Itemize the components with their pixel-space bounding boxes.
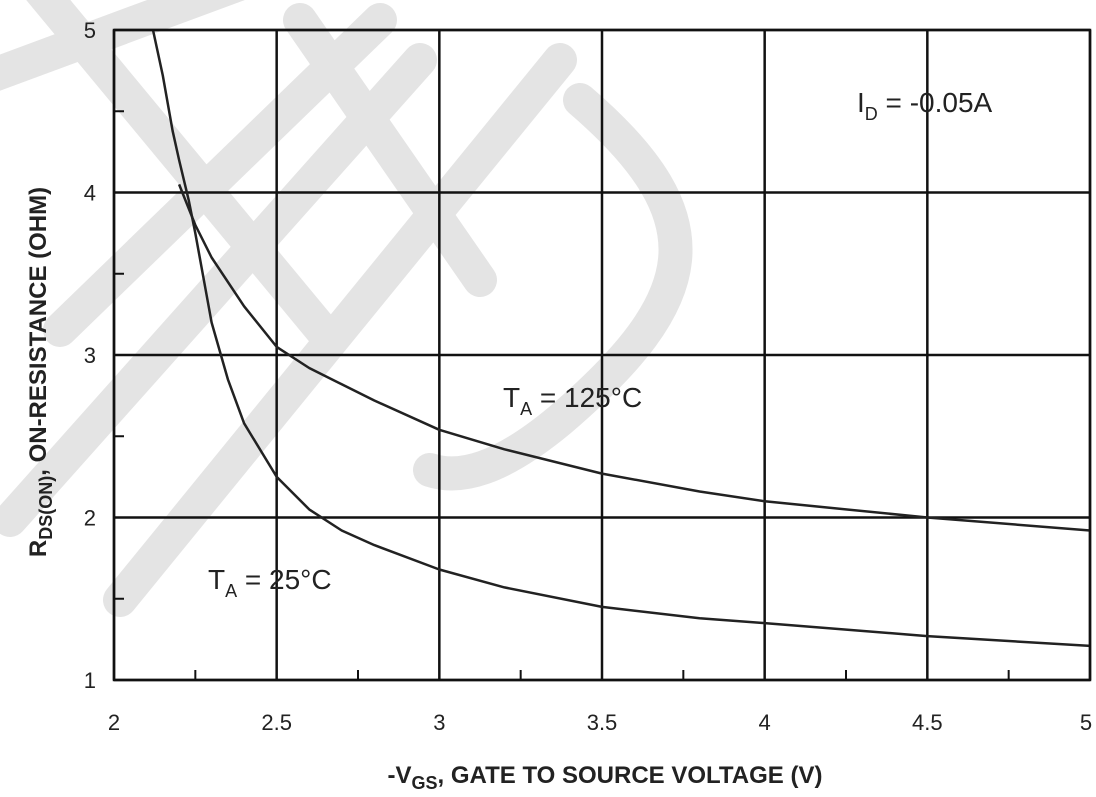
x-tick-label: 2 <box>108 710 120 735</box>
y-axis-title: RDS(ON), ON-RESISTANCE (OHM) <box>25 187 56 557</box>
x-tick-label: 4.5 <box>912 710 943 735</box>
current-annotation: ID = -0.05A <box>857 87 993 124</box>
x-tick-label: 3.5 <box>587 710 618 735</box>
watermark-stroke <box>0 43 437 537</box>
plot-frame <box>112 28 1092 682</box>
series-label-25c: TA = 25°C <box>208 564 332 601</box>
y-tick-label: 4 <box>84 181 96 206</box>
y-ticks: 1 2 3 4 5 <box>84 18 96 693</box>
x-ticks: 2 2.5 3 3.5 4 4.5 5 <box>108 710 1092 735</box>
y-tick-label: 5 <box>84 18 96 43</box>
series-line-125c <box>177 183 1091 532</box>
watermark <box>0 0 693 617</box>
x-tick-label: 2.5 <box>261 710 292 735</box>
series-line-25c <box>151 29 1091 648</box>
x-tick-label: 4 <box>759 710 771 735</box>
x-tick-label: 3 <box>433 710 445 735</box>
y-tick-label: 3 <box>84 343 96 368</box>
x-tick-label: 5 <box>1080 710 1092 735</box>
watermark-stroke <box>26 0 347 357</box>
y-tick-label: 2 <box>84 506 96 531</box>
watermark-stroke <box>283 3 497 297</box>
y-tick-label: 1 <box>84 668 96 693</box>
series-label-125c: TA = 125°C <box>503 382 642 419</box>
x-axis-title: -VGS, GATE TO SOURCE VOLTAGE (V) <box>388 762 823 793</box>
series <box>151 29 1091 648</box>
watermark-stroke <box>413 83 693 491</box>
